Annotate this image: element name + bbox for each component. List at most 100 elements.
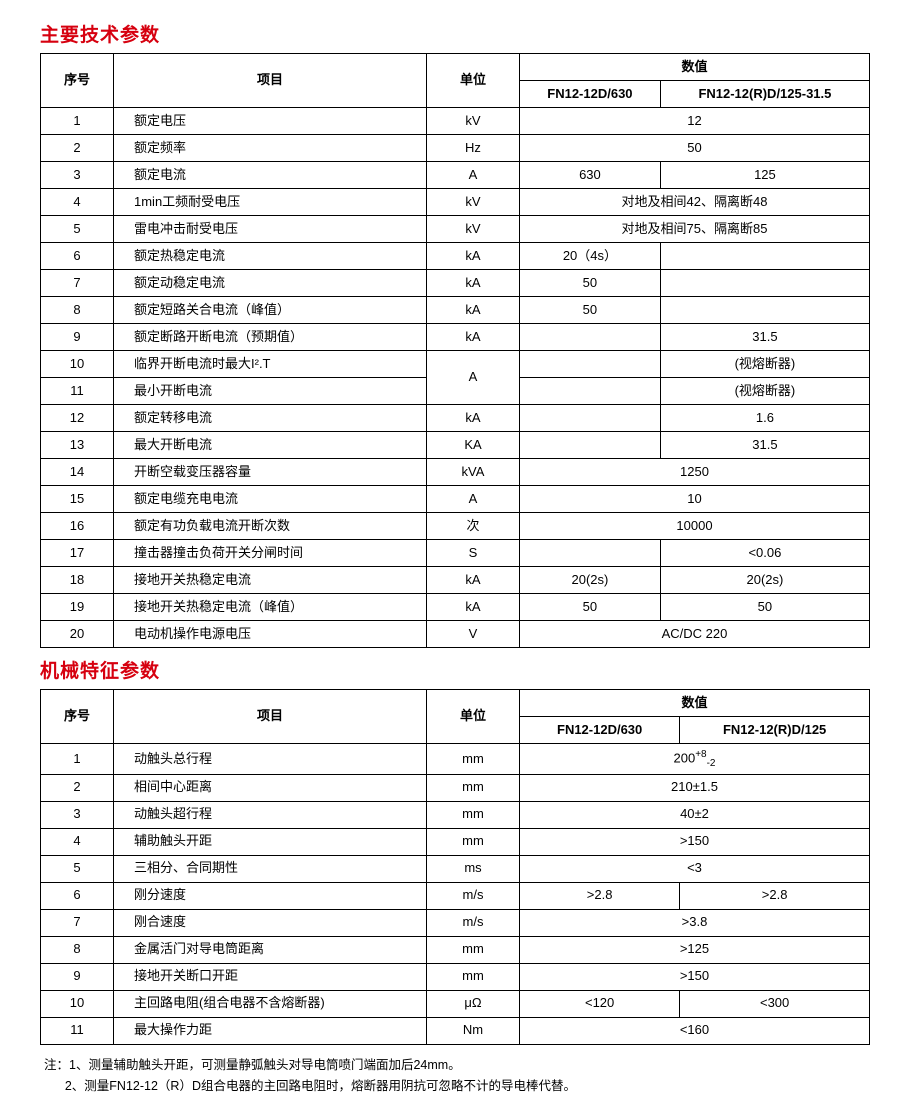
th2-seq: 序号 — [41, 690, 114, 744]
cell-value-2 — [660, 270, 869, 297]
cell-item: 接地开关热稳定电流（峰值） — [114, 594, 427, 621]
cell-value: >125 — [520, 936, 870, 963]
cell-seq: 3 — [41, 162, 114, 189]
cell-item: 相间中心距离 — [114, 774, 427, 801]
cell-value-1: 20(2s) — [520, 567, 661, 594]
cell-value: 50 — [520, 135, 870, 162]
cell-value-2: >2.8 — [680, 882, 870, 909]
cell-unit: kA — [427, 270, 520, 297]
table-row: 14开断空载变压器容量kVA1250 — [41, 459, 870, 486]
cell-seq: 1 — [41, 744, 114, 775]
cell-seq: 7 — [41, 270, 114, 297]
cell-value: >3.8 — [520, 909, 870, 936]
table-row: 1动触头总行程mm200+8-2 — [41, 744, 870, 775]
cell-item: 雷电冲击耐受电压 — [114, 216, 427, 243]
cell-unit: Hz — [427, 135, 520, 162]
cell-seq: 13 — [41, 432, 114, 459]
table-row: 16额定有功负载电流开断次数次10000 — [41, 513, 870, 540]
cell-item: 额定电缆充电电流 — [114, 486, 427, 513]
cell-seq: 4 — [41, 189, 114, 216]
cell-value: 对地及相间75、隔离断85 — [520, 216, 870, 243]
cell-unit: mm — [427, 828, 520, 855]
cell-value: <160 — [520, 1017, 870, 1044]
cell-seq: 15 — [41, 486, 114, 513]
cell-item: 额定电流 — [114, 162, 427, 189]
table-row: 3额定电流A630125 — [41, 162, 870, 189]
cell-unit: KA — [427, 432, 520, 459]
section2-title: 机械特征参数 — [40, 656, 870, 683]
cell-item: 最大操作力距 — [114, 1017, 427, 1044]
cell-item: 动触头超行程 — [114, 801, 427, 828]
table-row: 17撞击器撞击负荷开关分闸时间S<0.06 — [41, 540, 870, 567]
cell-value: 12 — [520, 108, 870, 135]
cell-unit: kA — [427, 405, 520, 432]
cell-value-2: 31.5 — [660, 324, 869, 351]
cell-value: 1250 — [520, 459, 870, 486]
cell-value-1: 50 — [520, 270, 661, 297]
cell-value-1 — [520, 378, 661, 405]
cell-item: 额定热稳定电流 — [114, 243, 427, 270]
cell-seq: 4 — [41, 828, 114, 855]
th-item: 项目 — [114, 54, 427, 108]
cell-value-1 — [520, 351, 661, 378]
table-row: 9接地开关断口开距mm>150 — [41, 963, 870, 990]
cell-unit: mm — [427, 744, 520, 775]
cell-unit: mm — [427, 774, 520, 801]
cell-value-1: 20（4s） — [520, 243, 661, 270]
tech-params-table: 序号 项目 单位 数值 FN12-12D/630 FN12-12(R)D/125… — [40, 53, 870, 648]
cell-seq: 16 — [41, 513, 114, 540]
table-row: 6额定热稳定电流kA20（4s） — [41, 243, 870, 270]
cell-value-1: 50 — [520, 297, 661, 324]
cell-value-2 — [660, 243, 869, 270]
cell-value-1 — [520, 432, 661, 459]
table-row: 10主回路电阻(组合电器不含熔断器)μΩ<120<300 — [41, 990, 870, 1017]
cell-item: 接地开关断口开距 — [114, 963, 427, 990]
table-row: 8额定短路关合电流（峰值）kA50 — [41, 297, 870, 324]
cell-unit: mm — [427, 963, 520, 990]
table-row: 11最大操作力距Nm<160 — [41, 1017, 870, 1044]
cell-seq: 10 — [41, 351, 114, 378]
table-row: 7额定动稳定电流kA50 — [41, 270, 870, 297]
cell-seq: 17 — [41, 540, 114, 567]
cell-seq: 11 — [41, 1017, 114, 1044]
th-model2: FN12-12(R)D/125-31.5 — [660, 81, 869, 108]
cell-unit: m/s — [427, 909, 520, 936]
cell-value-1 — [520, 324, 661, 351]
cell-unit: A — [427, 351, 520, 405]
cell-item: 刚分速度 — [114, 882, 427, 909]
cell-unit: μΩ — [427, 990, 520, 1017]
cell-seq: 5 — [41, 855, 114, 882]
cell-value: <3 — [520, 855, 870, 882]
table-row: 2相间中心距离mm210±1.5 — [41, 774, 870, 801]
cell-item: 额定断路开断电流（预期值） — [114, 324, 427, 351]
mech-params-table: 序号 项目 单位 数值 FN12-12D/630 FN12-12(R)D/125… — [40, 689, 870, 1045]
cell-value-1: 50 — [520, 594, 661, 621]
cell-seq: 2 — [41, 135, 114, 162]
cell-item: 金属活门对导电筒距离 — [114, 936, 427, 963]
cell-item: 1min工频耐受电压 — [114, 189, 427, 216]
cell-value: 10000 — [520, 513, 870, 540]
th-unit: 单位 — [427, 54, 520, 108]
cell-value-2: <300 — [680, 990, 870, 1017]
cell-item: 刚合速度 — [114, 909, 427, 936]
cell-seq: 12 — [41, 405, 114, 432]
table-row: 8金属活门对导电筒距离mm>125 — [41, 936, 870, 963]
table-row: 19接地开关热稳定电流（峰值）kA5050 — [41, 594, 870, 621]
cell-unit: kA — [427, 297, 520, 324]
cell-unit: ms — [427, 855, 520, 882]
cell-value-1: 630 — [520, 162, 661, 189]
cell-value: >150 — [520, 828, 870, 855]
cell-item: 辅助触头开距 — [114, 828, 427, 855]
cell-seq: 8 — [41, 297, 114, 324]
cell-item: 动触头总行程 — [114, 744, 427, 775]
cell-unit: kA — [427, 594, 520, 621]
table-row: 6刚分速度m/s>2.8>2.8 — [41, 882, 870, 909]
cell-seq: 6 — [41, 882, 114, 909]
cell-item: 额定短路关合电流（峰值） — [114, 297, 427, 324]
cell-value-1: >2.8 — [520, 882, 680, 909]
th-model1: FN12-12D/630 — [520, 81, 661, 108]
table-row: 13最大开断电流KA31.5 — [41, 432, 870, 459]
th2-unit: 单位 — [427, 690, 520, 744]
table-row: 15额定电缆充电电流A10 — [41, 486, 870, 513]
table-row: 41min工频耐受电压kV对地及相间42、隔离断48 — [41, 189, 870, 216]
